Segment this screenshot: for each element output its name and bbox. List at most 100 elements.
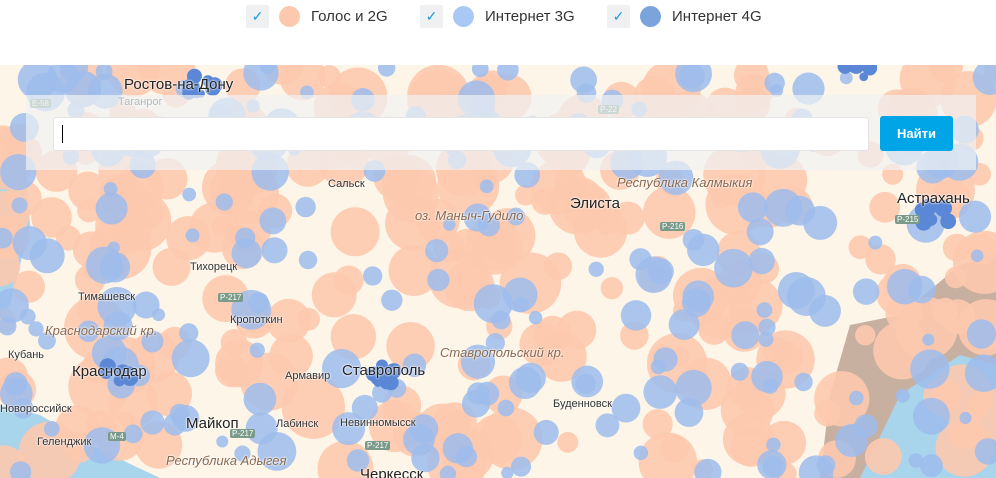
checkbox-check-icon[interactable]: ✓ (420, 4, 443, 28)
coverage-2g-area (949, 418, 980, 450)
coverage-3g-area (182, 187, 197, 202)
find-button[interactable]: Найти (880, 116, 953, 151)
legend-internet-3g[interactable]: ✓ Интернет 3G (420, 4, 575, 28)
coverage-3g-area (403, 423, 435, 456)
coverage-3g-area (471, 65, 489, 78)
coverage-3g-area (679, 65, 705, 89)
city-label: Астрахань (897, 190, 970, 207)
road-sign: P-216 (660, 222, 686, 231)
coverage-3g-area (259, 207, 287, 235)
coverage-3g-area (460, 344, 496, 379)
coverage-3g-area (730, 362, 749, 381)
coverage-3g-area (185, 228, 200, 243)
coverage-2g-area (557, 431, 579, 453)
coverage-2g-area (864, 438, 902, 475)
road-sign: P-215 (895, 215, 921, 224)
coverage-2g-area (77, 198, 101, 223)
city-label: Элиста (570, 195, 620, 212)
coverage-3g-area (970, 249, 984, 263)
coverage-3g-area (0, 316, 17, 336)
coverage-3g-area (455, 446, 478, 468)
coverage-3g-area (595, 413, 620, 438)
city-label: Кропоткин (230, 314, 283, 326)
coverage-2g-area (18, 421, 82, 478)
coverage-3g-area (107, 241, 120, 254)
coverage-3g-area (439, 465, 457, 478)
region-label: Республика Калмыкия (617, 175, 753, 190)
search-input[interactable] (53, 117, 869, 151)
coverage-2g-area (281, 375, 346, 439)
city-label: Невинномысск (340, 417, 416, 429)
checkbox-check-icon[interactable]: ✓ (246, 4, 269, 28)
coverage-2g-area (855, 325, 876, 346)
coverage-2g-area (449, 228, 486, 266)
coverage-2g-area (330, 314, 376, 360)
city-label: Тимашевск (78, 291, 136, 303)
coverage-2g-area (869, 191, 901, 223)
legend-label: Голос и 2G (311, 7, 388, 25)
coverage-3g-area (95, 192, 128, 225)
city-label: Буденновск (553, 398, 612, 410)
coverage-3g-area (912, 397, 950, 435)
city-label: Ставрополь (342, 362, 426, 379)
coverage-2g-area (953, 230, 996, 294)
coverage-3g-area (675, 369, 712, 407)
city-label: Новороссийск (0, 403, 72, 415)
coverage-3g-area (28, 321, 44, 337)
coverage-3g-area (427, 268, 450, 292)
city-label: Тихорецк (190, 261, 238, 273)
road-sign: P-217 (218, 293, 244, 302)
coverage-4g-area (120, 366, 138, 384)
road-sign: P-217 (365, 441, 391, 450)
coverage-3g-area (653, 347, 678, 372)
coverage-3g-area (758, 318, 776, 336)
coverage-3g-area (261, 237, 288, 264)
city-label: Армавир (285, 370, 331, 382)
coverage-2g-area (480, 407, 543, 470)
coverage-3g-area (332, 412, 366, 446)
coverage-3g-area (854, 414, 878, 438)
coverage-3g-area (467, 382, 490, 405)
3g-color-dot (453, 5, 474, 27)
voice-color-dot (279, 5, 300, 27)
coverage-4g-area (934, 199, 953, 217)
coverage-3g-area (919, 454, 943, 478)
coverage-3g-area (974, 438, 996, 465)
checkbox-check-icon[interactable]: ✓ (607, 4, 630, 28)
coverage-2g-area (115, 163, 164, 212)
coverage-3g-area (839, 71, 853, 85)
legend-label: Интернет 3G (485, 7, 575, 25)
coverage-3g-area (633, 445, 649, 461)
coverage-3g-area (533, 419, 559, 445)
coverage-3g-area (748, 247, 775, 275)
coverage-4g-area (385, 363, 402, 379)
coverage-2g-area (330, 207, 380, 257)
coverage-4g-area (383, 375, 399, 391)
coverage-3g-area (123, 424, 143, 444)
coverage-2g-area (55, 225, 81, 251)
coverage-3g-area (234, 445, 251, 462)
coverage-2g-area (733, 65, 770, 93)
coverage-3g-area (11, 197, 28, 214)
coverage-3g-area (99, 251, 131, 283)
coverage-3g-area (179, 323, 199, 343)
coverage-3g-area (377, 65, 396, 77)
coverage-3g-area (249, 342, 265, 358)
legend-voice-2g[interactable]: ✓ Голос и 2G (246, 4, 388, 28)
coverage-3g-area (907, 275, 936, 304)
coverage-2g-area (722, 413, 775, 466)
coverage-3g-area (38, 331, 56, 350)
coverage-legend: ✓ Голос и 2G ✓ Интернет 3G ✓ Интернет 4G (0, 0, 996, 65)
legend-internet-4g[interactable]: ✓ Интернет 4G (607, 4, 762, 28)
coverage-3g-area (321, 348, 362, 389)
coverage-3g-area (908, 453, 924, 468)
coverage-2g-area (515, 184, 537, 206)
coverage-3g-area (966, 319, 996, 349)
coverage-3g-area (629, 248, 652, 271)
coverage-4g-area (369, 368, 388, 386)
coverage-3g-area (668, 309, 700, 340)
road-sign: M-4 (108, 432, 126, 441)
coverage-2g-area (266, 298, 311, 343)
coverage-3g-area (243, 382, 277, 416)
coverage-2g-area (269, 334, 313, 378)
